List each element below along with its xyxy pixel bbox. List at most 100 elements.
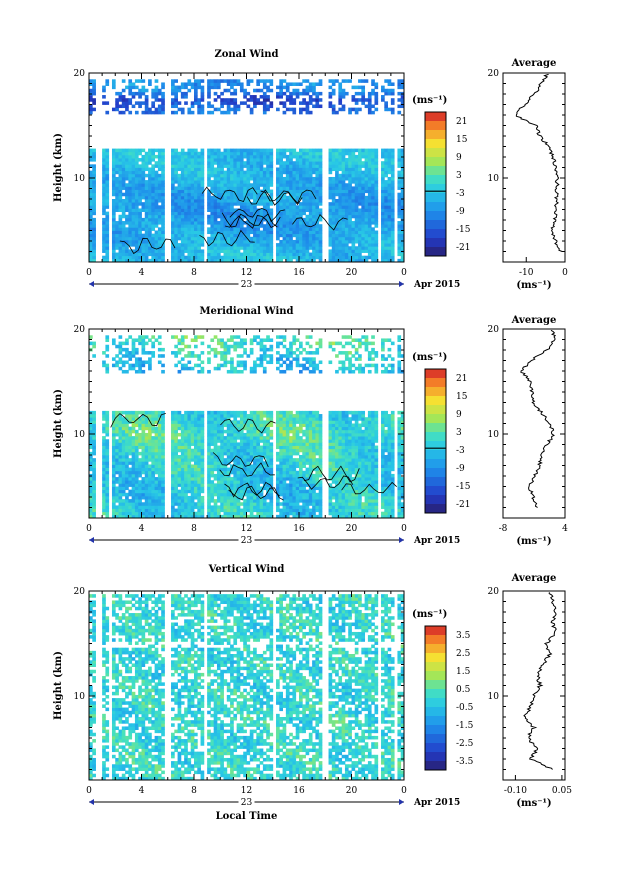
heatmap-cell xyxy=(371,227,375,231)
heatmap-cell xyxy=(331,192,336,197)
heatmap-cell xyxy=(216,82,221,86)
heatmap-cell xyxy=(344,186,349,190)
heatmap-cell xyxy=(226,170,231,175)
heatmap-cell xyxy=(344,258,349,263)
heatmap-cell xyxy=(187,79,192,83)
heatmap-cell xyxy=(246,249,251,253)
y-tick-label: 10 xyxy=(74,174,86,184)
heatmap-cell xyxy=(220,429,224,434)
heatmap-cell xyxy=(115,252,119,257)
heatmap-cell xyxy=(318,252,323,257)
heatmap-cell xyxy=(174,467,178,472)
heatmap-cell xyxy=(128,410,133,415)
heatmap-cell xyxy=(266,217,270,222)
heatmap-cell xyxy=(151,445,156,450)
heatmap-cell xyxy=(154,483,159,487)
heatmap-cell xyxy=(210,148,215,153)
heatmap-cell xyxy=(151,508,156,513)
heatmap-cell xyxy=(289,224,293,228)
heatmap-cell xyxy=(207,243,211,247)
heatmap-cell xyxy=(295,214,300,219)
heatmap-cell xyxy=(148,502,152,506)
heatmap-cell xyxy=(226,180,231,184)
heatmap-cell xyxy=(138,95,142,99)
heatmap-cell xyxy=(344,230,349,235)
heatmap-cell xyxy=(200,249,205,253)
heatmap-cell xyxy=(151,211,156,216)
heatmap-cell xyxy=(223,442,228,446)
heatmap-cell xyxy=(138,88,142,93)
heatmap-cell xyxy=(361,199,366,203)
heatmap-cell xyxy=(92,170,96,175)
heatmap-cell xyxy=(134,455,139,459)
heatmap-cell xyxy=(105,505,110,509)
heatmap-cell xyxy=(180,429,185,434)
heatmap-cell xyxy=(111,192,116,197)
heatmap-cell xyxy=(210,426,215,431)
heatmap-cell xyxy=(266,85,270,90)
heatmap-cell xyxy=(216,423,221,428)
heatmap-cell xyxy=(138,461,142,465)
heatmap-cell xyxy=(131,183,136,187)
heatmap-cell xyxy=(125,214,129,219)
heatmap-cell xyxy=(253,95,257,99)
heatmap-cell xyxy=(358,158,362,162)
colorbar-tick-label: 15 xyxy=(456,135,468,145)
heatmap-cell xyxy=(387,195,392,200)
heatmap-cell xyxy=(131,104,136,109)
heatmap-cell xyxy=(121,467,126,472)
heatmap-cell xyxy=(249,151,254,156)
heatmap-cell xyxy=(151,221,156,225)
heatmap-cell xyxy=(216,514,221,519)
heatmap-cell xyxy=(92,511,96,516)
heatmap-cell xyxy=(279,180,283,184)
heatmap-cell xyxy=(121,154,126,159)
heatmap-cell xyxy=(190,470,195,475)
heatmap-cell xyxy=(289,107,293,112)
heatmap-cell xyxy=(233,82,238,86)
heatmap-cell xyxy=(131,224,136,228)
heatmap-cell xyxy=(213,436,218,440)
heatmap-cell xyxy=(131,173,136,178)
heatmap-cell xyxy=(121,426,126,431)
heatmap-cell xyxy=(105,480,110,484)
heatmap-cell xyxy=(226,511,231,516)
heatmap-cell xyxy=(174,101,178,105)
heatmap-cell xyxy=(157,233,162,238)
heatmap-cell xyxy=(213,82,218,86)
heatmap-cell xyxy=(216,508,221,513)
heatmap-cell xyxy=(177,360,182,365)
heatmap-cell xyxy=(384,148,388,153)
heatmap-cell xyxy=(315,161,320,165)
heatmap-cell xyxy=(305,88,310,93)
heatmap-cell xyxy=(216,429,221,434)
heatmap-cell xyxy=(177,167,182,172)
heatmap-cell xyxy=(121,442,126,446)
colorbar-tick-label: 21 xyxy=(456,117,467,127)
heatmap-cell xyxy=(115,486,119,491)
heatmap-cell xyxy=(269,161,274,165)
heatmap-cell xyxy=(262,101,267,105)
heatmap-cell xyxy=(197,208,201,212)
heatmap-cell xyxy=(121,233,126,238)
heatmap-cell xyxy=(384,180,388,184)
heatmap-cell xyxy=(194,420,198,424)
heatmap-cell xyxy=(351,239,356,244)
heatmap-cell xyxy=(161,511,165,516)
heatmap-cell xyxy=(213,79,218,83)
heatmap-cell xyxy=(128,221,133,225)
heatmap-cell xyxy=(197,369,201,374)
heatmap-cell xyxy=(105,483,110,487)
heatmap-cell xyxy=(154,502,159,506)
heatmap-cell xyxy=(220,414,224,418)
heatmap-cell xyxy=(128,230,133,235)
heatmap-cell xyxy=(305,243,310,247)
heatmap-cell xyxy=(121,445,126,450)
heatmap-cell xyxy=(230,227,234,231)
heatmap-cell xyxy=(102,439,106,443)
heatmap-cell xyxy=(308,221,313,225)
heatmap-cell xyxy=(230,180,234,184)
heatmap-cell xyxy=(111,508,116,513)
heatmap-cell xyxy=(118,110,123,115)
colorbar-segment xyxy=(425,121,446,131)
